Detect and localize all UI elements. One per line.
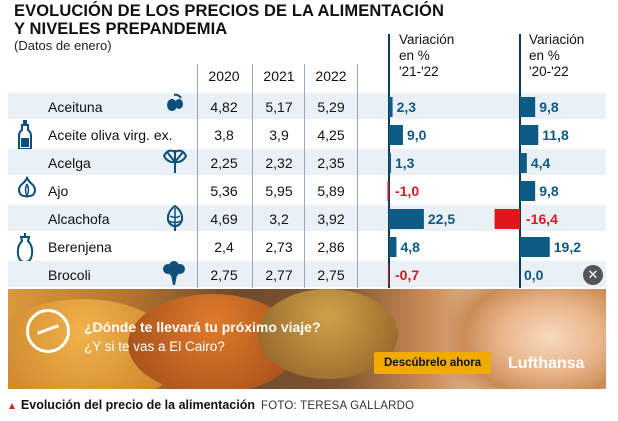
- row-label: Ajo: [48, 183, 69, 199]
- caption-marker-icon: ▲: [7, 401, 17, 412]
- var-20-22-bar: [520, 181, 536, 201]
- var-21-22-bar: [389, 237, 397, 257]
- garlic-icon: [16, 175, 38, 203]
- cell-2021: 2,32: [265, 155, 293, 171]
- ad-brand-logo: Lufthansa: [508, 355, 585, 372]
- var-21-22-bar: [389, 97, 393, 117]
- row-band: [8, 261, 606, 287]
- cell-2020: 4,82: [210, 99, 238, 115]
- chart-title-line2: Y NIVELES PREPANDEMIA: [14, 20, 228, 38]
- advertisement-banner[interactable]: ¿Dónde te llevará tu próximo viaje? ¿Y s…: [8, 289, 606, 389]
- variation-20-22-header-line2: en %: [529, 48, 560, 63]
- var-21-22-bar: [389, 153, 392, 173]
- var-21-22-bar: [389, 209, 424, 229]
- variation-20-22-header-line1: Variación: [529, 32, 585, 47]
- cell-2020: 2,75: [210, 267, 238, 283]
- variation-21-22-header: Variación en % '21-'22: [399, 32, 454, 80]
- cell-2021: 3,2: [269, 211, 289, 227]
- var-20-22-label: 4,4: [531, 155, 551, 171]
- close-ad-icon[interactable]: ✕: [583, 265, 603, 285]
- caption-credit: FOTO: TERESA GALLARDO: [261, 400, 415, 412]
- cell-2020: 5,36: [210, 183, 238, 199]
- cell-2021: 3,9: [269, 127, 289, 143]
- chart-subtitle: (Datos de enero): [14, 38, 112, 53]
- cell-2020: 2,4: [214, 239, 234, 255]
- var-21-22-bar: [389, 125, 403, 145]
- row-label: Acelga: [48, 155, 91, 171]
- var-21-22-label: 4,8: [400, 239, 420, 255]
- var-20-22-label: 9,8: [539, 183, 559, 199]
- var-21-22-bar: [387, 181, 389, 201]
- cell-2021: 2,77: [265, 267, 293, 283]
- var-21-22-label: -0,7: [395, 267, 419, 283]
- var-20-22-label: 9,8: [539, 99, 559, 115]
- row-label: Aceituna: [48, 99, 103, 115]
- row-label: Alcachofa: [48, 211, 110, 227]
- cell-2022: 5,89: [317, 183, 345, 199]
- ad-headline: ¿Dónde te llevará tu próximo viaje?: [84, 319, 321, 335]
- var-20-22-bar: [520, 237, 550, 257]
- cell-2022: 2,35: [317, 155, 345, 171]
- cell-2020: 2,25: [210, 155, 238, 171]
- variation-20-22-header-line3: '20-'22: [529, 64, 569, 79]
- var-21-22-label: 9,0: [407, 127, 427, 143]
- artichoke-icon: [163, 204, 187, 237]
- var-20-22-label: 11,8: [542, 127, 569, 143]
- cell-2021: 5,95: [265, 183, 293, 199]
- column-header-2020: 2020: [208, 68, 240, 84]
- cell-2020: 4,69: [210, 211, 238, 227]
- cell-2022: 5,29: [317, 99, 345, 115]
- cell-2022: 4,25: [317, 127, 345, 143]
- column-header-2021: 2021: [263, 68, 295, 84]
- chart-title-line1: EVOLUCIÓN DE LOS PRECIOS DE LA ALIMENTAC…: [14, 2, 444, 20]
- variation-21-22-header-line2: en %: [399, 48, 430, 63]
- column-separator: [197, 64, 198, 288]
- var-20-22-bar: [520, 125, 539, 145]
- variation-21-22-header-line3: '21-'22: [399, 64, 439, 79]
- column-separator: [304, 64, 305, 288]
- var-21-22-label: 1,3: [395, 155, 415, 171]
- row-label: Brocoli: [48, 267, 91, 283]
- cell-2022: 3,92: [317, 211, 345, 227]
- var-21-22-bar: [387, 265, 389, 285]
- var-20-22-bar: [494, 209, 520, 229]
- traveller-photo: [448, 289, 606, 389]
- var-21-22-label: -1,0: [395, 183, 419, 199]
- ad-cta-button[interactable]: Descúbrelo ahora: [374, 352, 492, 374]
- row-band: [8, 93, 606, 119]
- row-band: [8, 149, 606, 175]
- row-label: Berenjena: [48, 239, 112, 255]
- cell-2021: 2,73: [265, 239, 293, 255]
- photo-caption: ▲ Evolución del precio de la alimentación…: [7, 398, 414, 412]
- caption-text: Evolución del precio de la alimentación: [20, 398, 255, 412]
- cell-2020: 3,8: [214, 127, 234, 143]
- cell-2021: 5,17: [265, 99, 293, 115]
- cell-2022: 2,86: [317, 239, 345, 255]
- var-20-22-label: 19,2: [554, 239, 581, 255]
- var-20-22-bar: [520, 97, 536, 117]
- chart-title: EVOLUCIÓN DE LOS PRECIOS DE LA ALIMENTAC…: [14, 2, 444, 38]
- column-header-2022: 2022: [315, 68, 347, 84]
- column-separator: [252, 64, 253, 288]
- olive-icon: [164, 92, 186, 119]
- broccoli-icon: [160, 260, 188, 291]
- column-separator: [357, 64, 358, 288]
- cell-2022: 2,75: [317, 267, 345, 283]
- chard-icon: [160, 148, 190, 179]
- variation-21-22-header-line1: Variación: [399, 32, 455, 47]
- ad-subline: ¿Y si te vas a El Cairo?: [84, 339, 225, 354]
- var-21-22-label: 2,3: [397, 99, 417, 115]
- var-20-22-label: 0,0: [524, 267, 544, 283]
- variation-20-22-header: Variación en % '20-'22: [529, 32, 584, 80]
- var-20-22-bar: [520, 153, 527, 173]
- lufthansa-crane-icon: [26, 309, 70, 353]
- var-20-22-label: -16,4: [526, 211, 558, 227]
- row-label: Aceite oliva virg. ex.: [48, 127, 173, 143]
- var-21-22-label: 22,5: [428, 211, 455, 227]
